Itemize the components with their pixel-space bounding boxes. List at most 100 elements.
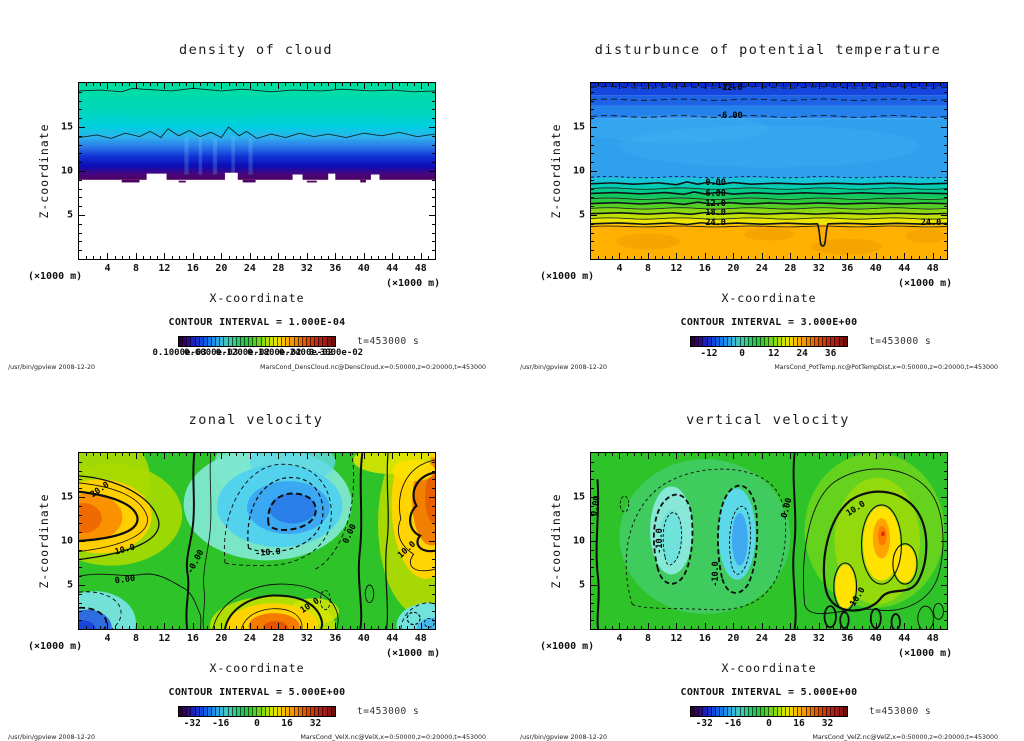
colorbar-cell bbox=[718, 337, 723, 346]
time-label: t=453000 s bbox=[357, 706, 420, 717]
axis-tick bbox=[747, 83, 749, 86]
colorbar-cell bbox=[194, 707, 199, 716]
colorbar-cell bbox=[718, 707, 723, 716]
colorbar-tick-label: 0 bbox=[739, 348, 745, 359]
axis-tick bbox=[662, 453, 664, 456]
axis-tick bbox=[432, 549, 435, 551]
axis-tick bbox=[591, 100, 594, 102]
x-tick-label: 44 bbox=[386, 263, 399, 274]
x-tick-label: 48 bbox=[926, 263, 939, 274]
axis-tick bbox=[342, 83, 344, 86]
axis-tick bbox=[944, 250, 947, 252]
axis-tick bbox=[150, 626, 152, 629]
axis-tick bbox=[640, 256, 642, 259]
colorbar-cell bbox=[694, 707, 699, 716]
axis-tick bbox=[818, 623, 820, 629]
colorbar-cell bbox=[735, 337, 740, 346]
axis-tick bbox=[349, 256, 351, 259]
axis-tick bbox=[271, 83, 273, 86]
axis-tick bbox=[121, 626, 123, 629]
axis-tick bbox=[655, 83, 657, 86]
footer-datasource: MarsCond_VelZ.nc@VelZ,x=0:50000,z=0:2000… bbox=[812, 734, 999, 741]
colorbar-cell bbox=[326, 337, 331, 346]
axis-tick bbox=[271, 256, 273, 259]
x-tick-label: 24 bbox=[243, 263, 256, 274]
axis-tick bbox=[363, 453, 365, 459]
axis-tick bbox=[944, 197, 947, 199]
axis-tick bbox=[228, 626, 230, 629]
axis-tick bbox=[740, 453, 742, 456]
colorbar-cell bbox=[211, 707, 216, 716]
axis-tick bbox=[356, 626, 358, 629]
axis-tick bbox=[79, 602, 82, 604]
axis-tick bbox=[185, 256, 187, 259]
axis-tick bbox=[833, 626, 835, 629]
axis-tick bbox=[432, 223, 435, 225]
colorbar-cell bbox=[182, 707, 187, 716]
axis-tick bbox=[904, 253, 906, 259]
axis-tick bbox=[79, 127, 85, 128]
colorbar-cell bbox=[215, 707, 220, 716]
colorbar-cell bbox=[789, 707, 794, 716]
z-axis-label: Z-coordinate bbox=[37, 493, 51, 589]
colorbar-cell bbox=[727, 337, 732, 346]
axis-tick bbox=[192, 253, 194, 259]
colorbar-cell bbox=[198, 337, 203, 346]
axis-tick bbox=[719, 83, 721, 86]
colorbar-tick-label: 24 bbox=[796, 348, 808, 359]
panel-vertical-velocity: vertical velocity Z-coordinate bbox=[512, 370, 1024, 741]
colorbar-cell bbox=[194, 337, 199, 346]
axis-tick bbox=[79, 541, 85, 542]
axis-tick bbox=[591, 602, 594, 604]
colorbar-tick-label: 36 bbox=[824, 348, 837, 359]
axis-tick bbox=[207, 626, 209, 629]
axis-tick bbox=[249, 83, 251, 89]
axis-tick bbox=[150, 256, 152, 259]
colorbar-cell bbox=[301, 707, 306, 716]
panel-potential-temperature: disturbunce of potential temperature Z-c… bbox=[512, 0, 1024, 371]
contour-label: 24.0 bbox=[920, 218, 942, 229]
axis-tick bbox=[591, 91, 594, 93]
axis-tick bbox=[385, 83, 387, 86]
axis-tick bbox=[171, 83, 173, 86]
axis-tick bbox=[655, 626, 657, 629]
axis-tick bbox=[378, 256, 380, 259]
footer-command: /usr/bin/gpview 2008-12-20 bbox=[520, 734, 608, 741]
axis-tick bbox=[378, 83, 380, 86]
axis-tick bbox=[719, 256, 721, 259]
axis-tick bbox=[432, 188, 435, 190]
contour-label: 0.00 bbox=[705, 178, 726, 189]
axis-tick bbox=[619, 453, 621, 459]
axis-tick bbox=[704, 253, 706, 259]
axis-tick bbox=[242, 83, 244, 86]
axis-tick bbox=[944, 144, 947, 146]
axis-tick bbox=[882, 626, 884, 629]
axis-tick bbox=[429, 497, 435, 498]
axis-tick bbox=[432, 576, 435, 578]
axis-tick bbox=[911, 256, 913, 259]
colorbar-cell bbox=[301, 337, 306, 346]
colorbar-labels: 0.1000e-03 0.6000e-03 0.1200e-02 0.1800e-02… bbox=[152, 348, 363, 359]
axis-tick bbox=[79, 215, 85, 216]
axis-tick bbox=[306, 453, 308, 459]
axis-tick bbox=[797, 256, 799, 259]
colorbar-cell bbox=[764, 337, 769, 346]
axis-tick bbox=[420, 83, 422, 89]
colorbar-cell bbox=[215, 337, 220, 346]
axis-tick bbox=[944, 179, 947, 181]
axis-tick bbox=[79, 532, 82, 534]
axis-tick bbox=[776, 453, 778, 456]
colorbar-cell bbox=[822, 337, 827, 346]
colorbar-tick-label: -16 bbox=[724, 718, 742, 729]
colorbar-cell bbox=[330, 707, 335, 716]
axis-tick bbox=[335, 623, 337, 629]
x-axis-unit: (×1000 m) bbox=[898, 278, 953, 289]
colorbar-cell bbox=[223, 707, 228, 716]
axis-tick bbox=[432, 197, 435, 199]
axis-tick bbox=[925, 83, 927, 86]
axis-tick bbox=[100, 83, 102, 86]
x-tick-label: 36 bbox=[329, 263, 342, 274]
axis-tick bbox=[669, 453, 671, 456]
axis-tick bbox=[392, 623, 394, 629]
colorbar bbox=[690, 336, 848, 347]
